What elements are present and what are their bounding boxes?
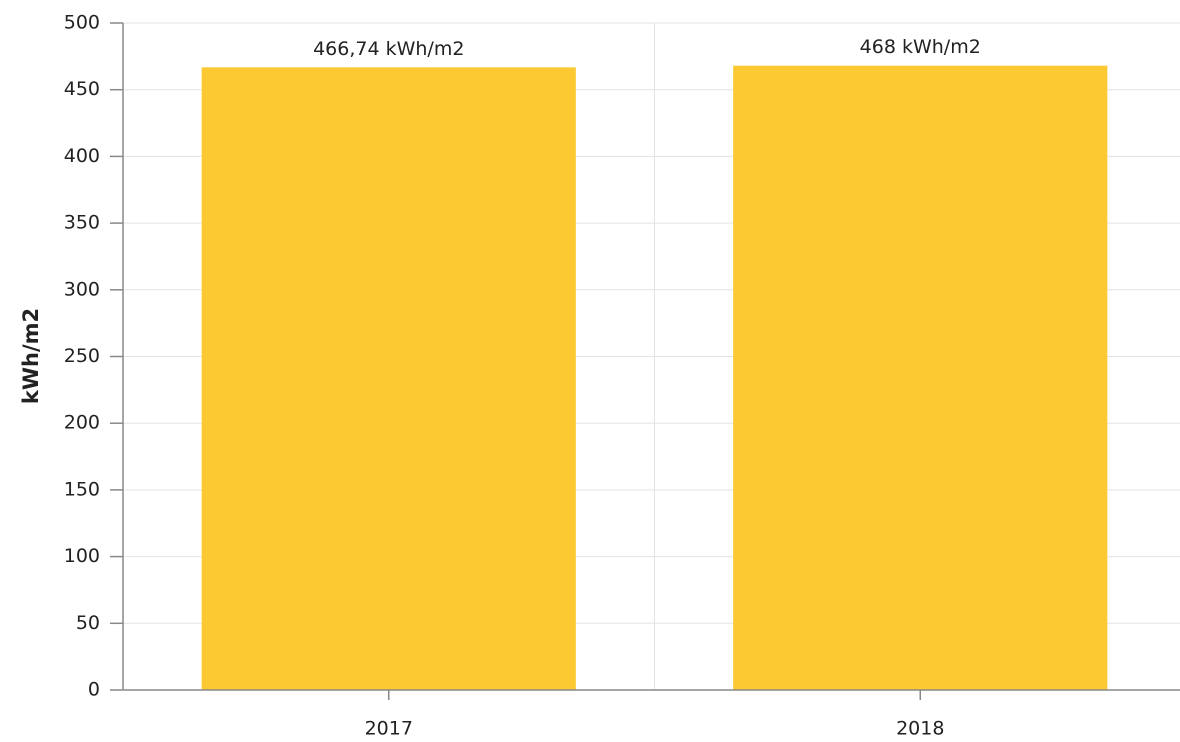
x-tick-label: 2018 <box>896 718 944 740</box>
y-tick-label: 50 <box>76 612 100 634</box>
y-tick-label: 300 <box>64 278 100 300</box>
y-tick-label: 350 <box>64 212 100 234</box>
y-tick-label: 250 <box>64 345 100 367</box>
y-tick-label: 0 <box>88 679 100 701</box>
data-label: 468 kWh/m2 <box>860 36 981 58</box>
y-tick-label: 200 <box>64 412 100 434</box>
y-tick-label: 450 <box>64 78 100 100</box>
bar <box>201 67 576 691</box>
bar <box>733 65 1108 691</box>
y-tick-label: 150 <box>64 478 100 500</box>
y-tick-label: 500 <box>64 12 100 34</box>
y-axis-label: kWh/m2 <box>19 308 43 404</box>
data-label: 466,74 kWh/m2 <box>313 38 464 60</box>
x-tick-label: 2017 <box>365 718 413 740</box>
y-tick-label: 100 <box>64 545 100 567</box>
y-tick-label: 400 <box>64 145 100 167</box>
